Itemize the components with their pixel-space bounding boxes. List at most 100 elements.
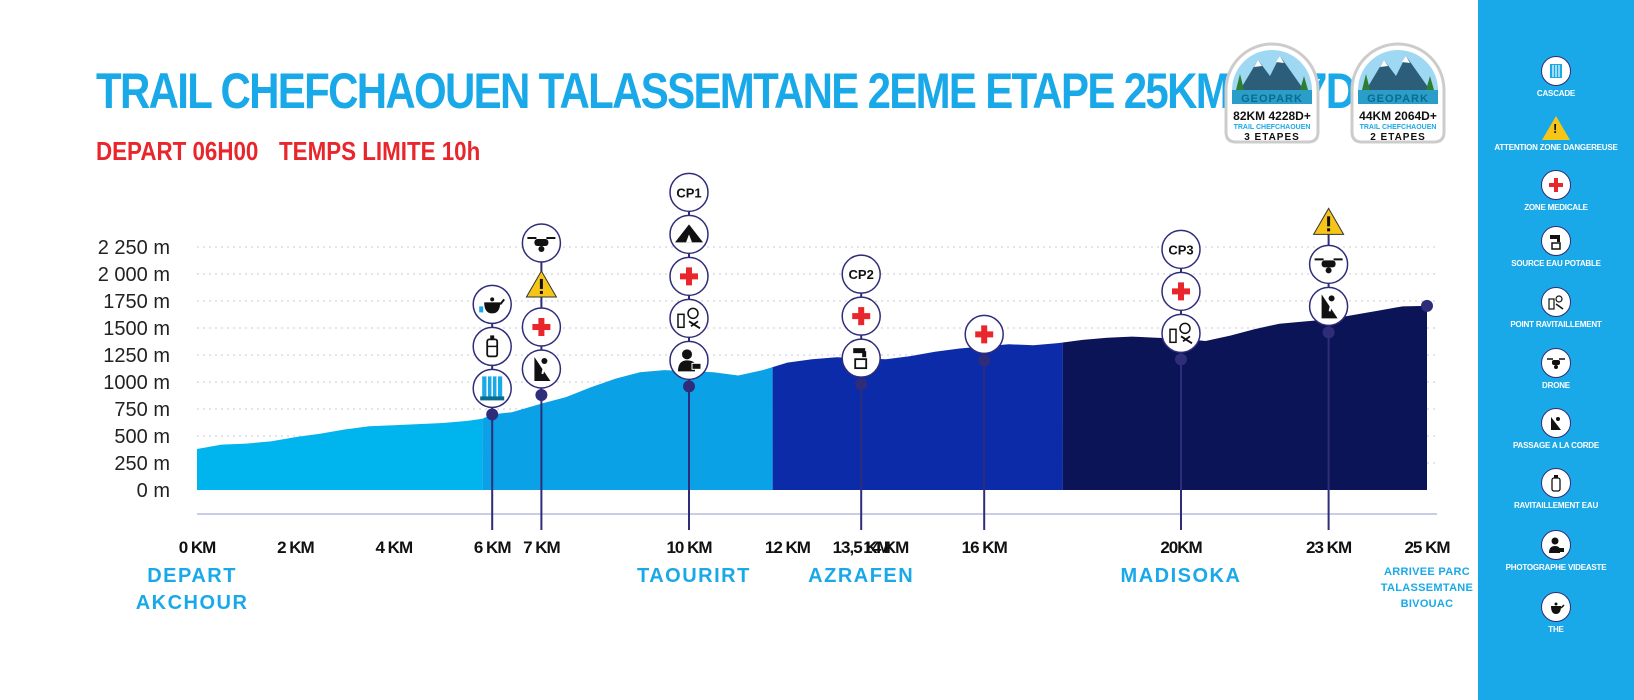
location-label: ARRIVEE PARC — [1384, 566, 1470, 578]
legend-label: CASCADE — [1536, 89, 1576, 98]
legend-label: ZONE MEDICALE — [1524, 203, 1588, 212]
y-tick-label: 0 m — [137, 480, 170, 502]
rope-icon — [1308, 286, 1349, 327]
y-tick-label: 2 000 m — [98, 264, 170, 286]
time-limit: TEMPS LIMITE 10h — [279, 136, 481, 166]
x-tick-label: 2 KM — [277, 538, 314, 557]
x-tick-label: 7 KM — [523, 538, 560, 557]
departure-time: DEPART 06H00 — [96, 136, 259, 166]
medical-cross-icon — [669, 256, 709, 297]
waypoint-dot — [1175, 353, 1187, 366]
badge-distance: 82KM 4228D+ — [1233, 109, 1311, 123]
y-tick-label: 2 250 m — [98, 237, 170, 259]
food-supply-icon — [669, 298, 709, 339]
legend-item-water: RAVITAILLEMENT EAU — [1478, 468, 1634, 510]
x-tick-label: 14 KM — [863, 538, 909, 557]
legend-item-supply: POINT RAVITAILLEMENT — [1478, 287, 1634, 329]
drone-icon — [521, 223, 562, 263]
waterfall-icon — [1541, 56, 1571, 86]
legend-item-danger: ! ATTENTION ZONE DANGEREUSE — [1478, 116, 1634, 152]
water-tap-icon — [841, 338, 881, 378]
waypoint-dot — [978, 354, 991, 367]
legend-item-rope: PASSAGE A LA CORDE — [1478, 408, 1634, 450]
checkpoint-badge — [1161, 229, 1201, 270]
drone-icon — [1308, 244, 1349, 285]
rope-icon — [521, 349, 562, 389]
medical-cross-icon — [1541, 170, 1571, 200]
warning-icon — [525, 269, 558, 298]
badge-82km: GEOPARK 82KM 4228D+ TRAIL CHEFCHAOUEN 3 … — [1218, 32, 1326, 146]
badge-44km: GEOPARK 44KM 2064D+ TRAIL CHEFCHAOUEN 2 … — [1344, 32, 1452, 146]
legend-item-tea: THE — [1478, 592, 1634, 634]
legend-label: DRONE — [1542, 381, 1570, 390]
badge-logo-icon — [1224, 42, 1320, 144]
badge-distance: 44KM 2064D+ — [1359, 109, 1437, 123]
location-label: BIVOUAC — [1401, 598, 1454, 610]
x-tick-label: 10 KM — [666, 538, 712, 557]
badge-name: TRAIL CHEFCHAOUEN — [1359, 124, 1437, 131]
water-tap-icon — [1541, 226, 1571, 256]
location-label: DEPART — [147, 565, 237, 587]
profile-segment-2 — [482, 367, 773, 490]
warning-icon: ! — [1542, 116, 1570, 140]
profile-segment-4 — [1062, 305, 1427, 490]
y-tick-label: 500 m — [114, 426, 170, 448]
legend-label: THE — [1548, 625, 1564, 634]
warning-icon — [1312, 207, 1345, 235]
rope-icon — [1541, 408, 1571, 438]
profile-segment-1 — [197, 418, 483, 490]
legend-sidebar: CASCADE ! ATTENTION ZONE DANGEREUSE ZONE… — [1478, 0, 1634, 700]
legend-item-drone: DRONE — [1478, 348, 1634, 390]
checkpoint-label: CP2 — [849, 267, 874, 282]
profile-segment-3 — [772, 342, 1063, 490]
badge-name: TRAIL CHEFCHAOUEN — [1233, 124, 1311, 131]
medical-cross-icon — [521, 307, 562, 347]
medical-cross-icon — [964, 314, 1004, 355]
legend-label: RAVITAILLEMENT EAU — [1513, 501, 1599, 510]
x-tick-label: 0 KM — [179, 538, 216, 557]
badge-stages: 2 ETAPES — [1370, 132, 1426, 143]
tea-icon — [1541, 592, 1571, 622]
page-title: TRAIL CHEFCHAOUEN TALASSEMTANE 2EME ETAP… — [96, 63, 1379, 119]
y-tick-label: 1000 m — [103, 372, 170, 394]
x-tick-label: 25 KM — [1404, 538, 1450, 557]
tent-icon — [669, 214, 709, 255]
waypoint-dot — [855, 378, 868, 391]
y-tick-label: 1500 m — [103, 318, 170, 340]
x-tick-label: 12 KM — [765, 538, 811, 557]
legend-label: PHOTOGRAPHE VIDEASTE — [1505, 563, 1607, 572]
tea-icon — [472, 284, 512, 325]
elevation-profile-chart: 0 m 250 m 500 m 750 m 1000 m 1250 m 1500 m 1750… — [98, 172, 1473, 614]
badge-stages: 3 ETAPES — [1244, 132, 1300, 143]
x-tick-label: 6 KM — [474, 538, 511, 557]
checkpoint-label: CP3 — [1168, 242, 1193, 257]
x-tick-label: 20KM — [1160, 538, 1202, 557]
water-bottle-icon — [472, 326, 512, 367]
y-tick-label: 250 m — [114, 453, 170, 475]
checkpoint-badge — [669, 172, 709, 213]
medical-cross-icon — [841, 296, 881, 336]
badge-logo-icon — [1350, 42, 1446, 144]
legend-label: POINT RAVITAILLEMENT — [1510, 320, 1602, 329]
legend-item-water-source: SOURCE EAU POTABLE — [1478, 226, 1634, 268]
location-label: TALASSEMTANE — [1381, 582, 1473, 594]
waypoint-dot — [1421, 299, 1433, 312]
legend-label: SOURCE EAU POTABLE — [1511, 259, 1601, 268]
waypoint-dot — [486, 408, 499, 421]
legend-item-cascade: CASCADE — [1478, 56, 1634, 98]
photographer-icon — [1541, 530, 1571, 560]
waterfall-icon — [472, 368, 512, 409]
medical-cross-icon — [1161, 271, 1201, 312]
y-tick-label: 1250 m — [103, 345, 170, 367]
legend-item-medical: ZONE MEDICALE — [1478, 170, 1634, 212]
waypoint-dot — [683, 380, 695, 393]
waypoint-dot — [1322, 326, 1335, 339]
badge-banner: GEOPARK — [1241, 93, 1303, 105]
photographer-icon — [669, 340, 709, 381]
x-tick-label: 23 KM — [1306, 538, 1352, 557]
drone-icon — [1541, 348, 1571, 378]
legend-item-photographer: PHOTOGRAPHE VIDEASTE — [1478, 530, 1634, 572]
checkpoint-label: CP1 — [676, 185, 701, 200]
food-supply-icon — [1541, 287, 1571, 317]
y-tick-label: 1750 m — [103, 291, 170, 313]
